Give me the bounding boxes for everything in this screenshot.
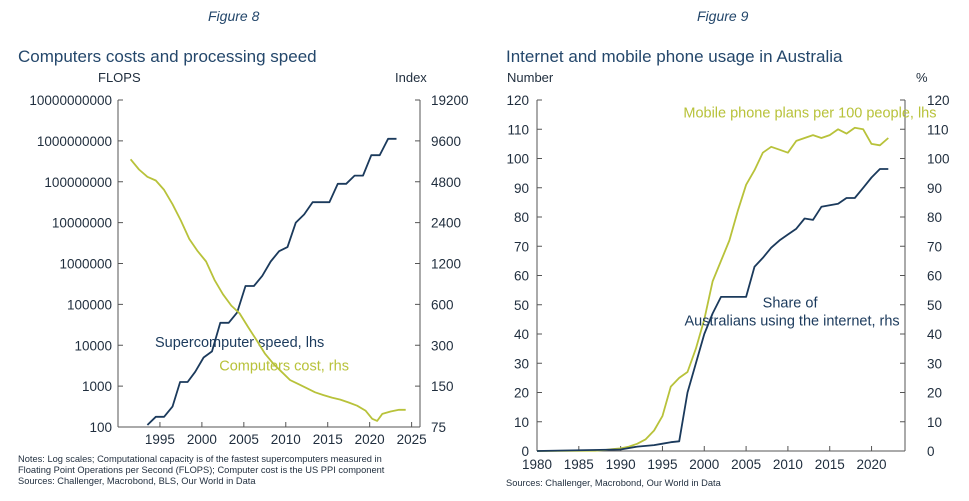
- chart-2-title: Internet and mobile phone usage in Austr…: [506, 47, 843, 66]
- chart-2-right-tick-label: 50: [927, 298, 942, 313]
- chart-1-x-tick-label: 2005: [229, 432, 259, 447]
- chart-1-left-tick-label: 100000000: [44, 175, 112, 190]
- chart-2-right-tick-label: 20: [927, 386, 942, 401]
- chart-2-x-tick-label: 1990: [606, 457, 636, 472]
- chart-2-x-tick-label: 2015: [815, 457, 845, 472]
- chart-1-right-tick-label: 600: [431, 297, 454, 312]
- chart-2-left-tick-label: 90: [514, 181, 529, 196]
- chart-2-right-tick-label: 30: [927, 356, 942, 371]
- chart-1-left-tick-label: 100000: [67, 297, 112, 312]
- chart-1-x-tick-label: 2015: [313, 432, 343, 447]
- chart-1-right-tick-label: 150: [431, 379, 454, 394]
- figure-8-label: Figure 8: [208, 8, 260, 24]
- chart-2-x-tick-label: 1985: [564, 457, 594, 472]
- chart-1-left-tick-label: 100: [89, 420, 112, 435]
- chart-2-right-tick-label: 80: [927, 210, 942, 225]
- chart-1-left-tick-label: 10000000: [52, 216, 112, 231]
- chart-1-right-tick-label: 19200: [431, 93, 469, 108]
- chart-2-right-tick-label: 90: [927, 181, 942, 196]
- chart-2-series-label-1: Mobile phone plans per 100 people, lhs: [683, 106, 936, 122]
- chart-2-left-axis-label: Number: [507, 70, 554, 85]
- chart-1-right-tick-label: 300: [431, 338, 454, 353]
- chart-2-x-tick-label: 2010: [773, 457, 803, 472]
- chart-1-right-tick-label: 2400: [431, 216, 461, 231]
- chart-1-series-line-1: [146, 137, 397, 426]
- chart-1-notes: Notes: Log scales; Computational capacit…: [18, 454, 458, 487]
- chart-1-left-tick-label: 1000000000: [37, 134, 112, 149]
- chart-2-right-tick-label: 0: [927, 444, 935, 459]
- figure-9-label: Figure 9: [697, 8, 749, 24]
- chart-2-right-tick-label: 120: [927, 93, 950, 108]
- chart-1-x-tick-label: 2000: [187, 432, 217, 447]
- chart-2-x-tick-label: 2005: [731, 457, 761, 472]
- chart-2-right-axis-label: %: [916, 70, 928, 85]
- chart-2-left-tick-label: 50: [514, 298, 529, 313]
- chart-2-left-tick-label: 110: [507, 122, 529, 137]
- chart-2-x-tick-label: 1995: [647, 457, 677, 472]
- chart-2-right-tick-label: 70: [927, 239, 942, 254]
- chart-2-series-label-2: Share of Australians using the internet,…: [684, 296, 899, 330]
- chart-1-x-tick-label: 1995: [145, 432, 175, 447]
- chart-2-series-line-1: [536, 126, 889, 452]
- chart-2-x-tick-label: 1980: [522, 457, 552, 472]
- chart-2-left-tick-label: 120: [506, 93, 529, 108]
- notes-line-1: Notes: Log scales; Computational capacit…: [18, 454, 382, 464]
- chart-2-left-tick-label: 0: [521, 444, 529, 459]
- chart-2-right-tick-label: 10: [927, 415, 942, 430]
- chart-1-right-tick-label: 9600: [431, 134, 461, 149]
- chart-1-left-tick-label: 10000000000: [29, 93, 112, 108]
- chart-2-left-tick-label: 70: [514, 239, 529, 254]
- chart-2-x-tick-label: 2000: [689, 457, 719, 472]
- chart-1-x-tick-label: 2025: [397, 432, 427, 447]
- chart-1-left-tick-label: 1000000: [59, 257, 112, 272]
- chart-2-series-line-2: [536, 168, 889, 452]
- chart-1-title: Computers costs and processing speed: [18, 47, 317, 66]
- chart-2-left-tick-label: 30: [514, 356, 529, 371]
- chart-2-left-tick-label: 40: [514, 327, 529, 342]
- chart-1-right-axis-label: Index: [395, 70, 427, 85]
- chart-1-x-tick-label: 2020: [355, 432, 385, 447]
- chart-1-right-tick-label: 75: [431, 420, 446, 435]
- chart-2-right-tick-label: 110: [927, 122, 949, 137]
- chart-2-left-tick-label: 60: [514, 269, 529, 284]
- chart-1-series-label-2: Computers cost, rhs: [219, 359, 349, 375]
- chart-1-right-tick-label: 4800: [431, 175, 461, 190]
- chart-2-left-tick-label: 80: [514, 210, 529, 225]
- chart-1-series-label-1: Supercomputer speed, lhs: [155, 335, 324, 351]
- chart-2-right-tick-label: 60: [927, 269, 942, 284]
- chart-2-left-tick-label: 20: [514, 386, 529, 401]
- chart-1-x-tick-label: 2010: [271, 432, 301, 447]
- chart-1-left-axis-label: FLOPS: [98, 70, 141, 85]
- chart-2-right-tick-label: 40: [927, 327, 942, 342]
- chart-2-right-tick-label: 100: [927, 152, 950, 167]
- notes-line-3: Sources: Challenger, Macrobond, BLS, Our…: [18, 476, 256, 486]
- chart-1-right-tick-label: 1200: [431, 257, 461, 272]
- chart-2-x-tick-label: 2020: [857, 457, 887, 472]
- chart-2-left-tick-label: 100: [506, 152, 529, 167]
- chart-1-left-tick-label: 10000: [74, 338, 112, 353]
- chart-1-left-tick-label: 1000: [82, 379, 112, 394]
- chart-2-left-tick-label: 10: [514, 415, 529, 430]
- chart-1-series-line-2: [129, 158, 406, 422]
- notes-line-2: Floating Point Operations per Second (FL…: [18, 465, 385, 475]
- chart-2-source: Sources: Challenger, Macrobond, Our Worl…: [506, 478, 721, 488]
